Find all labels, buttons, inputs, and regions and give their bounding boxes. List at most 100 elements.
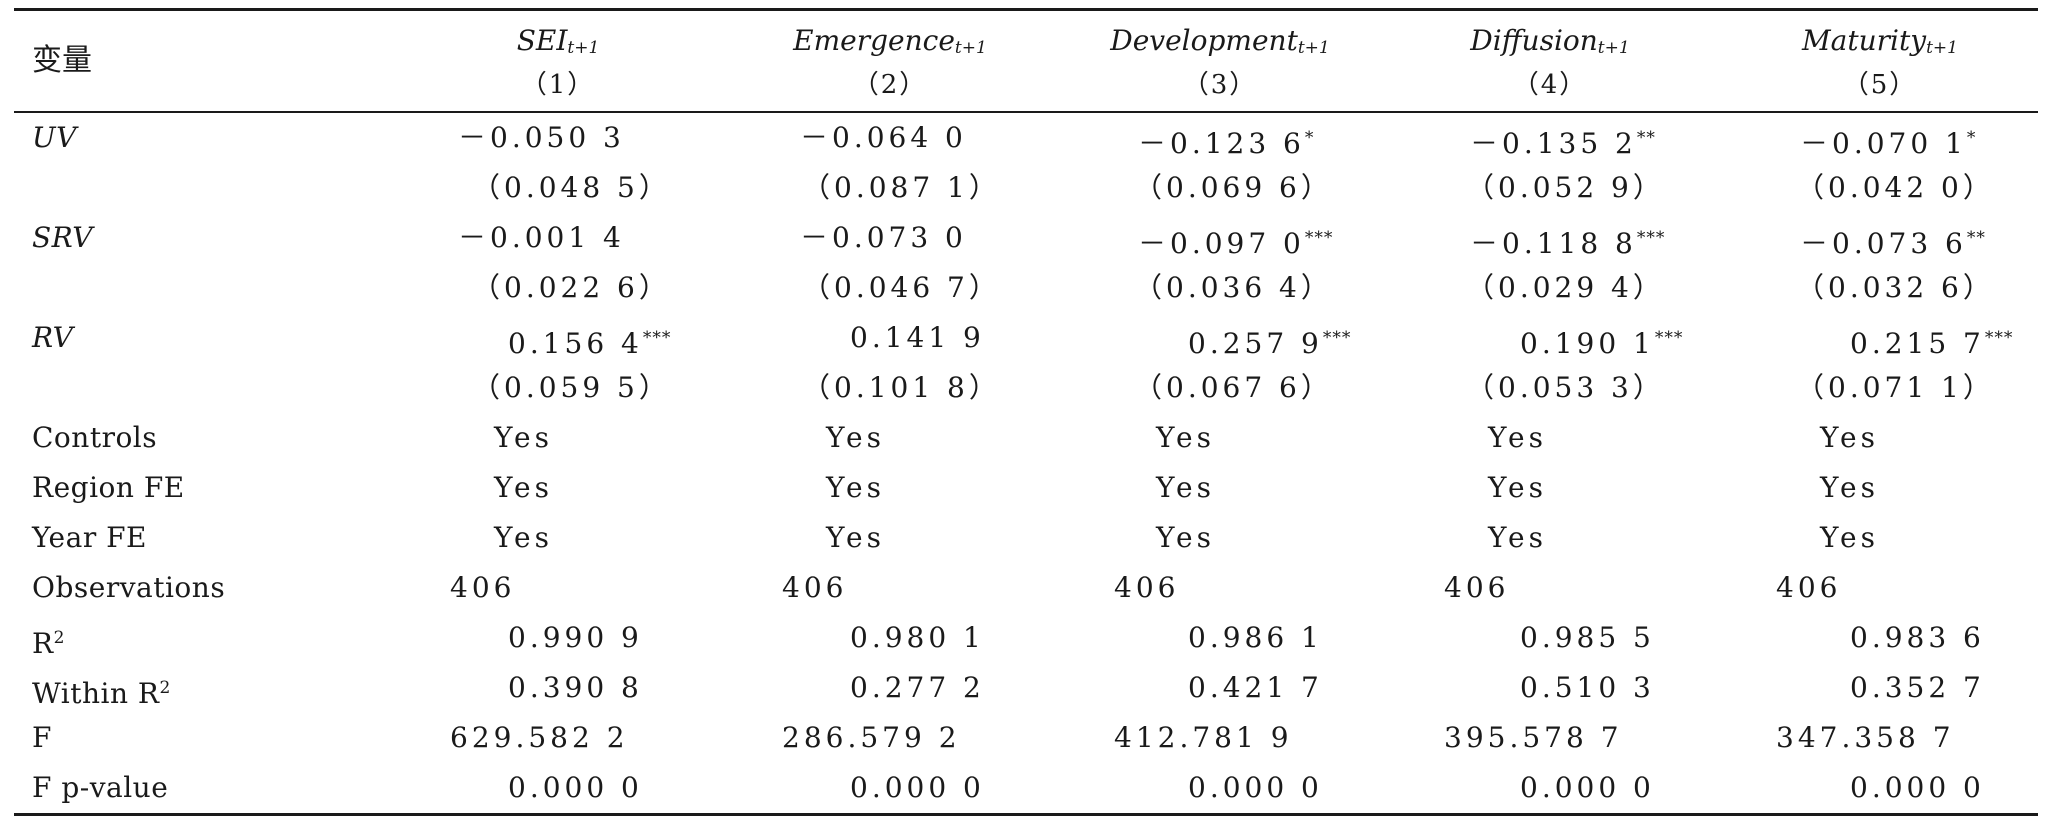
table-cell: （0.053 3）	[1466, 363, 1665, 413]
cell-value: Yes	[1156, 470, 1215, 504]
table-cell: 406	[1444, 563, 1509, 613]
table-cell: 0.421 7	[1188, 663, 1323, 713]
table-cell: （0.059 5）	[472, 363, 671, 413]
significance-stars: **	[1966, 227, 1986, 248]
cell-value: 0.986 1	[1188, 620, 1323, 654]
row-label-text: Year FE	[32, 520, 147, 554]
cell-value: －0.118 8	[1470, 226, 1637, 260]
variable-column-header: 变量	[32, 43, 92, 78]
table-cell: 0.190 1***	[1520, 313, 1683, 363]
cell-value: 412.781 9	[1114, 720, 1293, 754]
cell-value: 0.000 0	[850, 770, 985, 804]
table-cell: －0.123 6*	[1138, 113, 1314, 163]
table-cell: －0.064 0	[800, 113, 967, 163]
table-cell: 406	[450, 563, 515, 613]
row-label: SRV	[32, 213, 93, 263]
row-label-superscript: 2	[159, 677, 172, 698]
row-label-text: SRV	[32, 220, 93, 254]
table-cell: 0.000 0	[1520, 763, 1655, 813]
table-cell: （0.046 7）	[802, 263, 1001, 313]
table-row: Within R2 0.390 8 0.277 2 0.421 7 0.510 3 0.3…	[14, 663, 2038, 713]
row-label: F	[32, 713, 52, 763]
cell-value: 0.980 1	[850, 620, 985, 654]
table-cell: 629.582 2	[450, 713, 629, 763]
table-cell: －0.073 0	[800, 213, 967, 263]
cell-value: －0.064 0	[800, 120, 967, 154]
row-label-text: R	[32, 626, 54, 660]
column-4-title: Diffusion	[1470, 24, 1598, 57]
table-row: Region FE Yes Yes Yes Yes Yes	[14, 463, 2038, 513]
table-cell: （0.071 1）	[1796, 363, 1995, 413]
row-label-text: RV	[32, 320, 74, 354]
table-cell: 0.156 4***	[508, 313, 671, 363]
table-cell: －0.073 6**	[1800, 213, 1986, 263]
table-cell: 0.352 7	[1850, 663, 1985, 713]
cell-value: （0.059 5）	[472, 370, 671, 404]
column-3-subscript: t+1	[1297, 38, 1330, 58]
column-5-number: （5）	[1842, 70, 1918, 100]
cell-value: －0.073 0	[800, 220, 967, 254]
row-label: Observations	[32, 563, 225, 613]
table-cell: Yes	[826, 463, 885, 513]
significance-stars: *	[1966, 127, 1977, 148]
cell-value: Yes	[494, 420, 553, 454]
cell-value: Yes	[494, 520, 553, 554]
table-header: 变量 SEIt+1 （1） Emergencet+1 （2） Developme…	[14, 11, 2038, 111]
table-cell: （0.101 8）	[802, 363, 1001, 413]
cell-value: 0.215 7	[1850, 326, 1985, 360]
row-label: Region FE	[32, 463, 185, 513]
table-cell: （0.087 1）	[802, 163, 1001, 213]
row-label-superscript: 2	[53, 627, 66, 648]
table-cell: Yes	[1488, 413, 1547, 463]
table-cell: 0.986 1	[1188, 613, 1323, 663]
cell-value: Yes	[1156, 520, 1215, 554]
table-cell: 0.215 7***	[1850, 313, 2013, 363]
table-cell: Yes	[826, 513, 885, 563]
column-1-number: （1）	[520, 70, 596, 100]
cell-value: Yes	[1488, 520, 1547, 554]
column-4-number: （4）	[1512, 70, 1588, 100]
table-cell: 0.980 1	[850, 613, 985, 663]
cell-value: 406	[1444, 570, 1510, 604]
row-label: UV	[32, 113, 77, 163]
table-row: F 629.582 2 286.579 2 412.781 9 395.578 7 347…	[14, 713, 2038, 763]
column-1-subscript: t+1	[567, 38, 600, 58]
table-cell: －0.118 8***	[1470, 213, 1665, 263]
table-cell: （0.052 9）	[1466, 163, 1665, 213]
table-cell: －0.135 2**	[1470, 113, 1656, 163]
table-cell: Yes	[1156, 463, 1215, 513]
table-cell: Yes	[1488, 513, 1547, 563]
cell-value: Yes	[826, 420, 885, 454]
cell-value: 0.257 9	[1188, 326, 1323, 360]
table-cell: Yes	[494, 513, 553, 563]
cell-value: 395.578 7	[1444, 720, 1623, 754]
cell-value: 406	[1114, 570, 1180, 604]
table-row: Observations 406 406 406 406 406	[14, 563, 2038, 613]
cell-value: 406	[782, 570, 848, 604]
column-1-title: SEI	[516, 24, 568, 57]
column-5-name: Maturityt+1	[1730, 19, 2030, 63]
table-cell: （0.022 6）	[472, 263, 671, 313]
cell-value: （0.046 7）	[802, 270, 1001, 304]
column-3-number: （3）	[1182, 70, 1258, 100]
row-label-text: Within R	[32, 676, 160, 710]
regression-table: 变量 SEIt+1 （1） Emergencet+1 （2） Developme…	[14, 8, 2038, 816]
cell-value: Yes	[1156, 420, 1215, 454]
bottom-rule	[14, 812, 2038, 816]
table-cell: 0.277 2	[850, 663, 985, 713]
header-rule	[14, 111, 2038, 113]
cell-value: －0.001 4	[458, 220, 625, 254]
cell-value: 347.358 7	[1776, 720, 1955, 754]
significance-stars: ***	[1654, 327, 1684, 348]
table-cell: Yes	[1156, 413, 1215, 463]
table-cell: Yes	[826, 413, 885, 463]
cell-value: （0.036 4）	[1134, 270, 1333, 304]
cell-value: 0.000 0	[1850, 770, 1985, 804]
table-cell: 412.781 9	[1114, 713, 1293, 763]
table-cell: 406	[1776, 563, 1841, 613]
cell-value: （0.069 6）	[1134, 170, 1333, 204]
column-5-subscript: t+1	[1926, 38, 1958, 58]
column-4-name: Diffusiont+1	[1400, 19, 1700, 63]
cell-value: Yes	[1820, 420, 1879, 454]
significance-stars: ***	[1636, 227, 1666, 248]
